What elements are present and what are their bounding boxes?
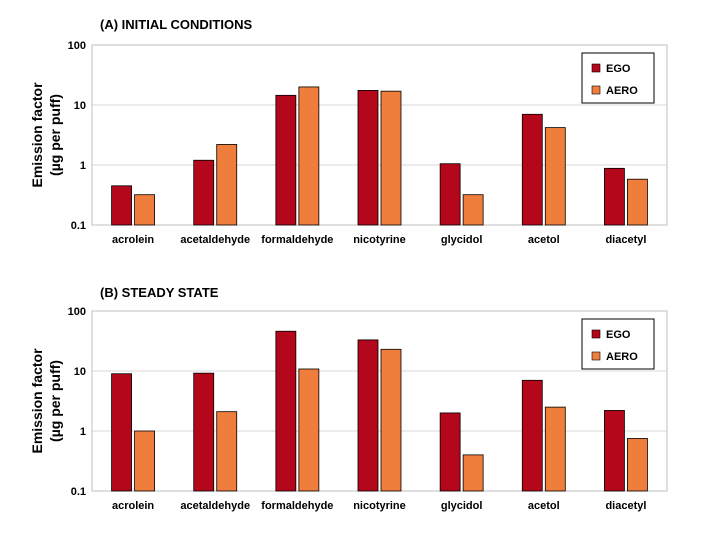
x-tick-label: acetaldehyde xyxy=(180,500,250,512)
bar-aero-nicotyrine xyxy=(380,348,402,492)
bar-ego-diacetyl xyxy=(604,410,625,492)
x-tick-label: diacetyl xyxy=(605,234,646,246)
x-tick-label: nicotyrine xyxy=(353,234,406,246)
legend xyxy=(581,52,655,104)
x-tick-label: acetaldehyde xyxy=(180,234,250,246)
bar-aero-acetol xyxy=(544,127,566,226)
y-tick-label: 10 xyxy=(74,100,86,112)
y-axis-label: (µg per puff) xyxy=(47,360,63,442)
y-axis-label: (µg per puff) xyxy=(47,94,63,176)
bar-aero-glycidol xyxy=(462,194,484,226)
bar-aero-formaldehyde xyxy=(298,86,320,226)
bar-ego-acetol xyxy=(521,379,543,492)
bar-ego-acetol xyxy=(521,113,543,226)
bar-ego-acrolein xyxy=(111,373,132,492)
x-tick-label: acetol xyxy=(528,234,560,246)
bar-ego-glycidol xyxy=(439,412,461,492)
bar-aero-acrolein xyxy=(134,194,155,226)
bar-ego-acrolein xyxy=(111,185,132,226)
bar-ego-glycidol xyxy=(439,163,461,226)
panel-1: (B) STEADY STATE Emission factor (µg per p… xyxy=(29,285,668,512)
bar-ego-acetaldehyde xyxy=(193,159,215,226)
x-tick-label: glycidol xyxy=(441,234,483,246)
legend-swatch-aero xyxy=(591,85,601,95)
y-axis-label: Emission factor xyxy=(29,82,45,188)
bar-ego-diacetyl xyxy=(604,167,625,226)
legend-swatch-ego xyxy=(591,63,601,73)
bar-ego-nicotyrine xyxy=(357,339,379,492)
bar-aero-nicotyrine xyxy=(380,90,402,226)
x-tick-label: glycidol xyxy=(441,500,483,512)
x-tick-label: acrolein xyxy=(112,234,154,246)
bar-aero-glycidol xyxy=(462,454,484,492)
legend-label: AERO xyxy=(606,85,638,97)
panel-0: (A) INITIAL CONDITIONS Emission factor (µg… xyxy=(29,17,668,246)
legend-label: EGO xyxy=(606,329,631,341)
y-tick-label: 100 xyxy=(68,306,86,318)
x-tick-label: formaldehyde xyxy=(261,234,333,246)
bar-aero-formaldehyde xyxy=(298,368,320,492)
y-tick-label: 1 xyxy=(80,160,86,172)
bar-ego-formaldehyde xyxy=(275,330,297,492)
chart-title: (A) INITIAL CONDITIONS xyxy=(100,17,252,32)
plot-area xyxy=(91,44,668,226)
x-tick-label: acetol xyxy=(528,500,560,512)
bar-aero-diacetyl xyxy=(627,438,648,492)
x-tick-label: nicotyrine xyxy=(353,500,406,512)
legend-swatch-aero xyxy=(591,351,601,361)
x-tick-label: formaldehyde xyxy=(261,500,333,512)
legend xyxy=(581,318,655,370)
bar-aero-diacetyl xyxy=(627,178,648,226)
legend-label: EGO xyxy=(606,63,631,75)
bar-ego-formaldehyde xyxy=(275,94,297,226)
x-tick-label: acrolein xyxy=(112,500,154,512)
bar-aero-acetaldehyde xyxy=(216,411,238,492)
y-tick-label: 0.1 xyxy=(71,486,86,498)
legend-label: AERO xyxy=(606,351,638,363)
plot-area xyxy=(91,310,668,492)
y-tick-label: 0.1 xyxy=(71,220,86,232)
bar-ego-nicotyrine xyxy=(357,90,379,226)
bar-aero-acrolein xyxy=(134,430,155,492)
y-axis-label: Emission factor xyxy=(29,348,45,454)
bar-ego-acetaldehyde xyxy=(193,372,215,492)
x-tick-label: diacetyl xyxy=(605,500,646,512)
chart-title: (B) STEADY STATE xyxy=(100,285,219,300)
legend-swatch-ego xyxy=(591,329,601,339)
y-tick-label: 1 xyxy=(80,426,86,438)
y-tick-label: 100 xyxy=(68,40,86,52)
y-tick-label: 10 xyxy=(74,366,86,378)
bar-aero-acetaldehyde xyxy=(216,144,238,226)
bar-aero-acetol xyxy=(544,406,566,492)
